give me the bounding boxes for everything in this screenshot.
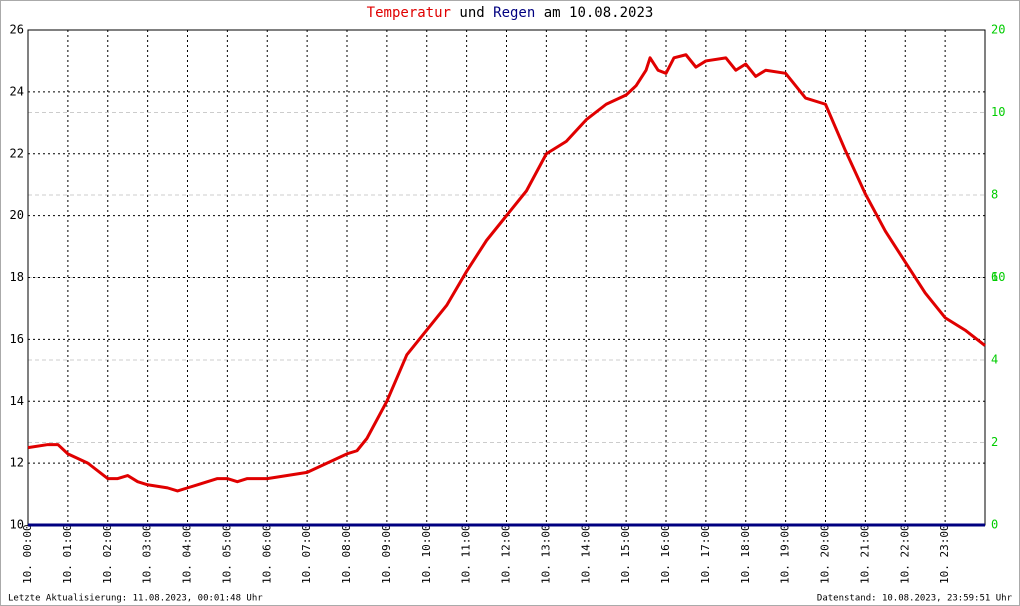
x-tick-label: 10. 00:00 [21, 524, 34, 584]
x-tick-label: 10. 11:00 [460, 524, 473, 584]
x-tick-label: 10. 23:00 [938, 524, 951, 584]
title-word: und [459, 5, 484, 21]
y-tick-label: 24 [10, 84, 24, 98]
y2-tick-label: 10 [991, 270, 1005, 284]
x-tick-label: 10. 01:00 [61, 524, 74, 584]
x-tick-label: 10. 03:00 [141, 524, 154, 584]
y2-tick-label: 4 [991, 353, 998, 367]
x-tick-label: 10. 09:00 [380, 524, 393, 584]
x-tick-label: 10. 17:00 [699, 524, 712, 584]
y-tick-label: 16 [10, 332, 24, 346]
y-tick-label: 10 [10, 518, 24, 532]
title-word: Temperatur [367, 5, 451, 21]
y-tick-label: 14 [10, 394, 24, 408]
title-word: Regen [493, 5, 535, 21]
y2-tick-label: 2 [991, 435, 998, 449]
title-word: am 10.08.2023 [544, 5, 654, 21]
y-tick-label: 22 [10, 146, 24, 160]
y-tick-label: 12 [10, 456, 24, 470]
x-tick-label: 10. 16:00 [659, 524, 672, 584]
x-tick-label: 10. 02:00 [101, 524, 114, 584]
y2-tick-label: 6 [991, 270, 998, 284]
x-tick-label: 10. 22:00 [898, 524, 911, 584]
y-tick-label: 18 [10, 270, 24, 284]
x-tick-label: 10. 20:00 [819, 524, 832, 584]
x-tick-label: 10. 05:00 [220, 524, 233, 584]
y-tick-label: 26 [10, 23, 24, 37]
x-tick-label: 10. 15:00 [619, 524, 632, 584]
x-tick-label: 10. 12:00 [500, 524, 513, 584]
y2-tick-label: 8 [991, 188, 998, 202]
x-tick-label: 10. 19:00 [779, 524, 792, 584]
y2-tick-label: 10 [991, 105, 1005, 119]
chart-title: Temperatur und Regen am 10.08.2023 [367, 5, 654, 21]
footer-right: Datenstand: 10.08.2023, 23:59:51 Uhr [817, 594, 1013, 604]
series-line [27, 53, 986, 493]
y2-tick-label: 20 [991, 23, 1005, 37]
x-tick-label: 10. 18:00 [739, 524, 752, 584]
y-tick-label: 20 [10, 208, 24, 222]
x-tick-label: 10. 07:00 [300, 524, 313, 584]
x-tick-label: 10. 04:00 [181, 524, 194, 584]
x-tick-label: 10. 10:00 [420, 524, 433, 584]
x-tick-label: 10. 13:00 [539, 524, 552, 584]
x-tick-label: 10. 14:00 [579, 524, 592, 584]
x-tick-label: 10. 08:00 [340, 524, 353, 584]
x-tick-label: 10. 06:00 [260, 524, 273, 584]
x-tick-label: 10. 21:00 [858, 524, 871, 584]
y2-tick-label: 0 [991, 518, 998, 532]
footer-left: Letzte Aktualisierung: 11.08.2023, 00:01… [8, 594, 263, 604]
